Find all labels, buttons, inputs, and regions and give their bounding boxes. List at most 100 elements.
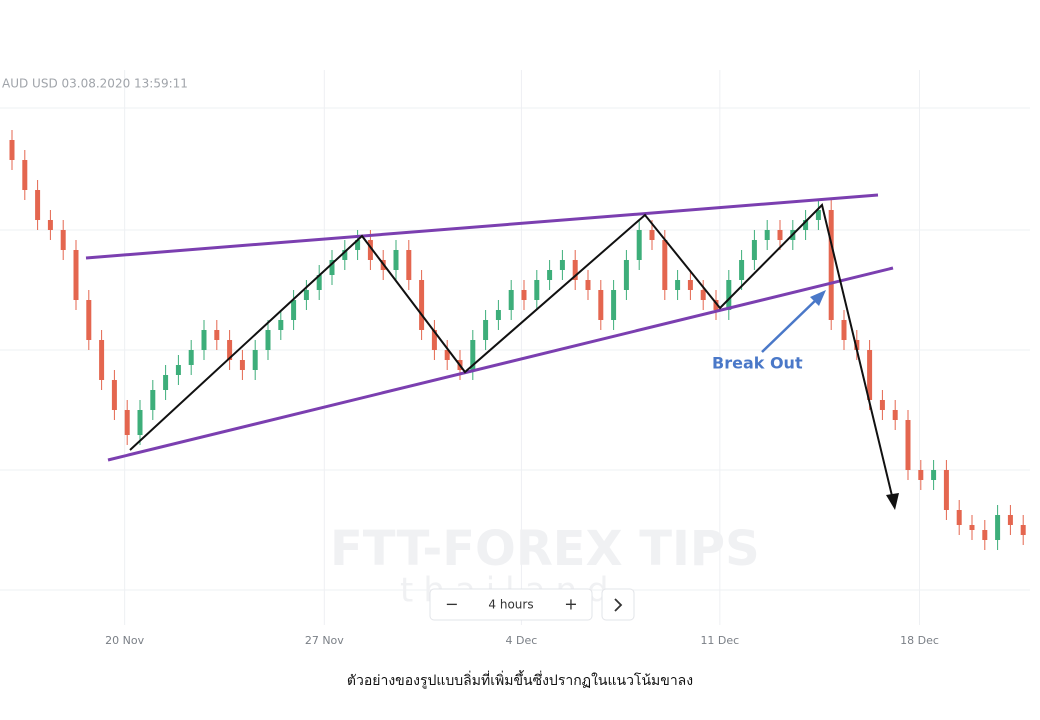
candle-body: [585, 280, 591, 290]
candle-body: [739, 260, 745, 280]
candle-body: [841, 320, 847, 340]
candle-body: [367, 240, 373, 260]
candle-body: [265, 330, 271, 350]
candle-body: [854, 340, 860, 350]
candle-body: [943, 470, 949, 510]
candle-body: [278, 320, 284, 330]
candle-body: [342, 250, 348, 260]
candle-body: [406, 250, 412, 280]
candle-body: [675, 280, 681, 290]
candle-body: [355, 240, 361, 250]
candle-body: [867, 350, 873, 400]
candle-body: [431, 330, 437, 350]
candle-body: [73, 250, 79, 300]
candle-body: [879, 400, 885, 410]
candle-body: [828, 210, 834, 320]
candle-body: [713, 300, 719, 310]
candle-body: [931, 470, 937, 480]
candle-body: [803, 220, 809, 230]
candle-body: [393, 250, 399, 270]
x-tick-label: 18 Dec: [900, 634, 939, 647]
chart-title: AUD USD 03.08.2020 13:59:11: [2, 77, 188, 91]
candle-body: [662, 240, 668, 290]
candle-body: [508, 290, 514, 310]
candle-body: [649, 230, 655, 240]
candle-body: [175, 365, 181, 375]
x-tick-label: 4 Dec: [506, 634, 538, 647]
x-tick-label: 20 Nov: [105, 634, 144, 647]
candle-body: [559, 260, 565, 270]
candle-body: [892, 410, 898, 420]
candle-body: [124, 410, 130, 435]
candle-body: [214, 330, 220, 340]
candle-body: [534, 280, 540, 300]
candle-body: [636, 230, 642, 260]
candle-body: [918, 470, 924, 480]
candle-body: [35, 190, 41, 220]
candle-body: [22, 160, 28, 190]
caption: ตัวอย่างของรูปแบบลิ่มที่เพิ่มขึ้นซึ่งปรา…: [347, 670, 693, 689]
candle-body: [60, 230, 66, 250]
candle-body: [547, 270, 553, 280]
upper-trendline: [85, 193, 879, 260]
candle-body: [303, 290, 309, 300]
candle-body: [905, 420, 911, 470]
candle-body: [188, 350, 194, 365]
candle-body: [815, 210, 821, 220]
candle-body: [956, 510, 962, 525]
candle-body: [252, 350, 258, 370]
candle-body: [764, 230, 770, 240]
plus-button[interactable]: +: [564, 595, 577, 614]
candle-body: [777, 230, 783, 240]
candle-body: [316, 275, 322, 290]
candle-body: [419, 280, 425, 330]
candle-body: [700, 290, 706, 300]
candle-body: [495, 310, 501, 320]
candle-body: [483, 320, 489, 340]
x-tick-label: 11 Dec: [700, 634, 739, 647]
candle-body: [611, 290, 617, 320]
candle-body: [291, 300, 297, 320]
zigzag: [129, 203, 894, 501]
arrow-head: [810, 290, 826, 306]
interval-control: [429, 588, 593, 621]
candle-body: [623, 260, 629, 290]
candle-body: [995, 515, 1001, 540]
candle-body: [86, 300, 92, 340]
interval-label: 4 hours: [488, 598, 533, 612]
candle-body: [329, 260, 335, 275]
watermark: FTT-FOREX TIPS: [330, 521, 760, 577]
next-icon: [614, 598, 623, 612]
candle-body: [150, 390, 156, 410]
candle-body: [470, 340, 476, 370]
candle-body: [598, 290, 604, 320]
candle-body: [726, 280, 732, 310]
candle-body: [572, 260, 578, 280]
candle-body: [137, 410, 143, 435]
candle-body: [687, 280, 693, 290]
candle-body: [444, 350, 450, 360]
candle-body: [521, 290, 527, 300]
x-tick-label: 27 Nov: [305, 634, 344, 647]
candle-body: [201, 330, 207, 350]
candle-body: [9, 140, 15, 160]
horizontal-grid: [0, 107, 1030, 591]
candle-body: [982, 530, 988, 540]
candle-body: [163, 375, 169, 390]
arrow-head: [886, 493, 899, 510]
candle-body: [47, 220, 53, 230]
candle-body: [969, 525, 975, 530]
lower-trendline: [107, 266, 894, 462]
candle-body: [1007, 515, 1013, 525]
breakout-arrow: [761, 297, 819, 353]
candle-body: [1020, 525, 1026, 535]
candle-body: [227, 340, 233, 360]
candle-body: [751, 240, 757, 260]
next-button[interactable]: [601, 588, 635, 621]
minus-button[interactable]: −: [445, 595, 458, 614]
breakout-label: Break Out: [712, 354, 803, 373]
candle-body: [239, 360, 245, 370]
candle-body: [99, 340, 105, 380]
candle-body: [111, 380, 117, 410]
